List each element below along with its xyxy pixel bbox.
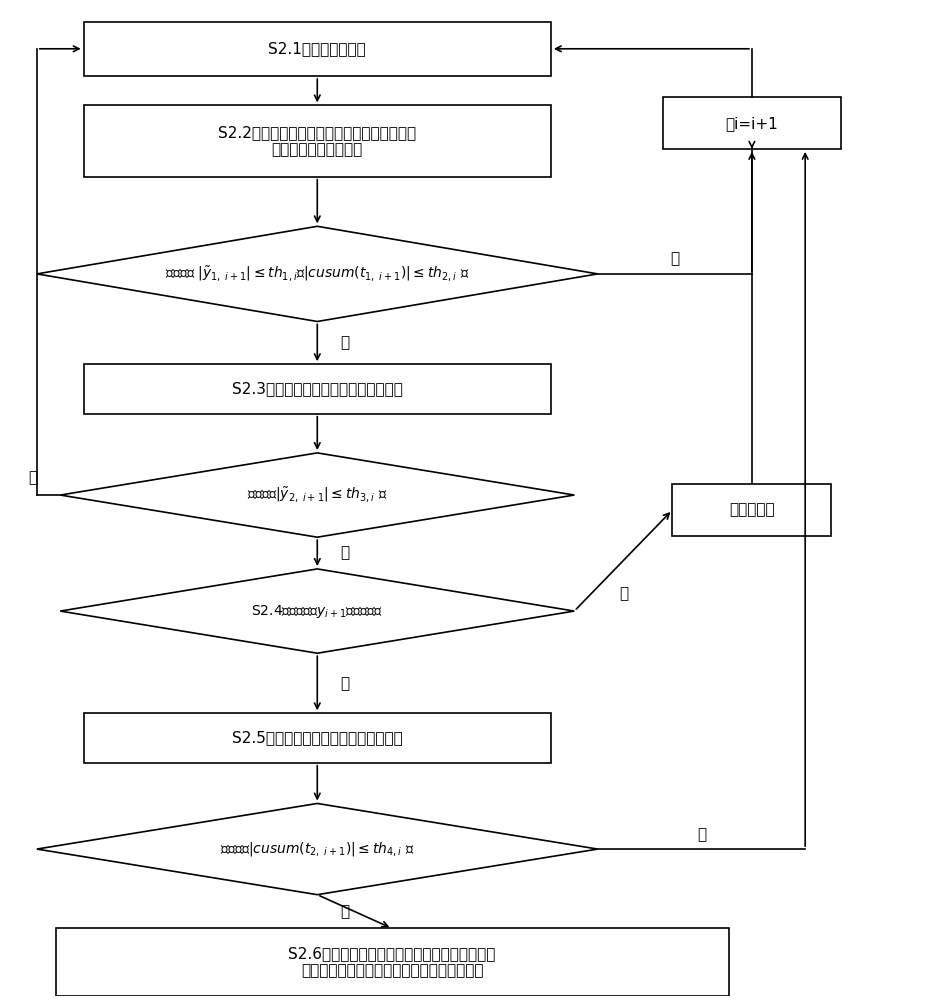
FancyBboxPatch shape [84,105,551,177]
FancyBboxPatch shape [663,97,841,149]
FancyBboxPatch shape [672,484,832,536]
FancyBboxPatch shape [84,713,551,763]
Polygon shape [60,453,574,537]
Text: 是: 是 [697,827,706,842]
Text: 否: 否 [340,904,350,919]
Polygon shape [37,803,598,895]
Polygon shape [60,569,574,653]
Text: S2.1、构建趋势模型: S2.1、构建趋势模型 [269,41,366,56]
Text: 否: 否 [340,546,350,561]
Text: 令i=i+1: 令i=i+1 [725,116,778,131]
Text: S2.6、获取所述每一段新趋势对应的二次拟合模
型中的系数，每一段新趋势即为一个新的基元: S2.6、获取所述每一段新趋势对应的二次拟合模 型中的系数，每一段新趋势即为一个… [289,946,496,978]
FancyBboxPatch shape [84,364,551,414]
FancyBboxPatch shape [56,928,729,996]
Text: S2.3、计算二次最大误差及其第三阈値: S2.3、计算二次最大误差及其第三阈値 [232,381,403,396]
Text: 判断是否 $|\tilde{y}_{1,\ i+1}| \leq th_{1,i}$且$|cusum(t_{1,\ i+1})| \leq th_{2,i}$ : 判断是否 $|\tilde{y}_{1,\ i+1}| \leq th_{1,i… [165,265,470,283]
Text: 否: 否 [340,335,350,350]
Text: 去除异常値: 去除异常値 [729,502,775,517]
Text: S2.4、判断是否$y_{i+1}$为异常値？: S2.4、判断是否$y_{i+1}$为异常値？ [251,603,383,620]
Text: 判断是否$|cusum(t_{2,\ i+1})| \leq th_{4,i}$ ？: 判断是否$|cusum(t_{2,\ i+1})| \leq th_{4,i}$… [220,840,415,858]
FancyBboxPatch shape [84,22,551,76]
Text: 判断是否$|\tilde{y}_{2,\ i+1}| \leq th_{3,i}$ ？: 判断是否$|\tilde{y}_{2,\ i+1}| \leq th_{3,i}… [247,486,388,504]
Text: 是: 是 [27,470,37,485]
Text: S2.2、计算一次最大误差及其第一阈値，一次
累计误差及其第二阈値: S2.2、计算一次最大误差及其第一阈値，一次 累计误差及其第二阈値 [218,125,417,157]
Text: 是: 是 [619,586,628,601]
Text: 否: 否 [340,676,350,691]
Text: 是: 是 [670,252,679,267]
Polygon shape [37,226,598,322]
Text: S2.5、计算二次累计误差及其第四阈値: S2.5、计算二次累计误差及其第四阈値 [232,730,403,746]
